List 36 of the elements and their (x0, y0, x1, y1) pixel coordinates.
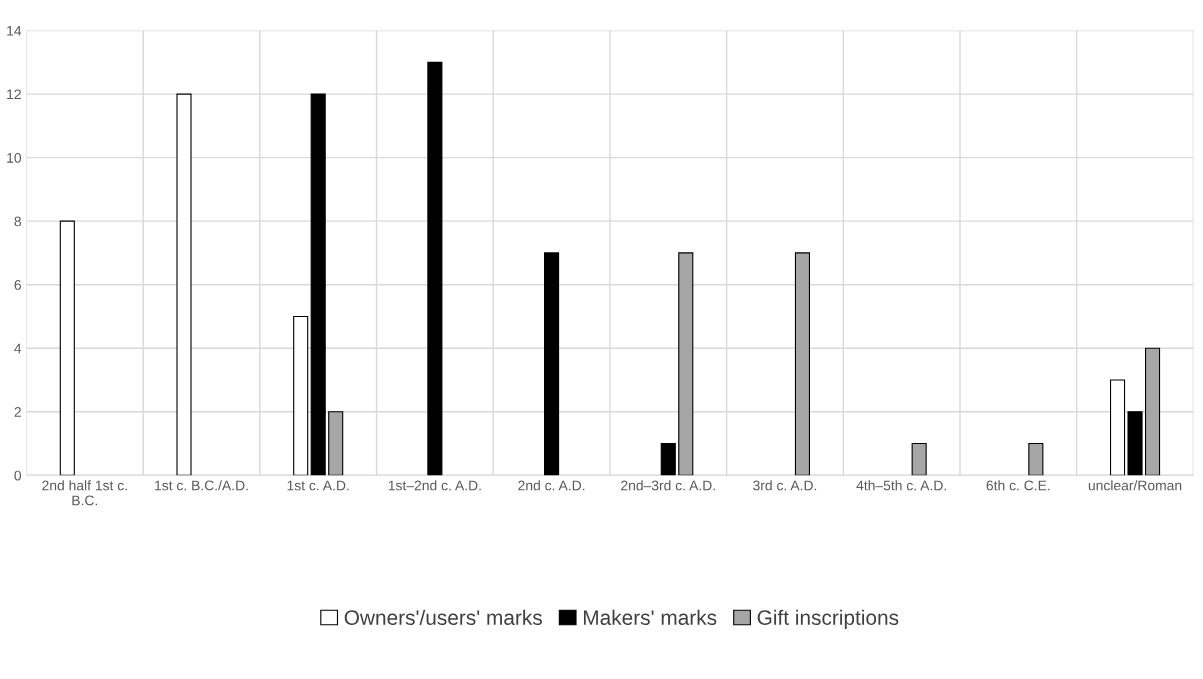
y-tick-label: 4 (14, 343, 22, 354)
bar (1144, 347, 1161, 476)
bar (678, 252, 694, 476)
y-tick-label: 12 (7, 89, 21, 100)
x-tick-label: 3rd c. A.D. (753, 480, 817, 491)
legend-label: Makers' marks (583, 609, 717, 625)
bar (911, 442, 927, 476)
bar (660, 442, 676, 476)
bar (544, 252, 560, 476)
x-tick-label: 2nd c. A.D. (518, 480, 585, 491)
x-tick-label: 1st c. A.D. (287, 480, 349, 491)
x-tick-label: 6th c. C.E. (986, 480, 1050, 491)
y-tick-label: 8 (14, 216, 21, 227)
bar (1028, 442, 1044, 476)
bar (176, 93, 192, 476)
x-tick-label: 2nd half 1st c. B.C. (42, 480, 127, 506)
bar (1109, 379, 1126, 476)
y-tick-label: 2 (14, 407, 21, 417)
bar (1127, 411, 1143, 476)
legend-label: Owners'/users' marks (344, 609, 542, 625)
y-tick-label: 6 (14, 280, 21, 290)
bar (293, 315, 309, 476)
legend-label: Gift inscriptions (757, 609, 899, 630)
bar (427, 61, 443, 476)
y-tick-label: 10 (7, 152, 22, 163)
x-tick-label: 4th–5th c. A.D. (856, 480, 946, 491)
y-tick-label: 0 (14, 470, 22, 481)
bar (328, 411, 344, 476)
bar (59, 220, 75, 476)
x-tick-label: 2nd–3rd c. A.D. (621, 480, 715, 491)
x-tick-label: 1st c. B.C./A.D. (155, 480, 248, 491)
y-tick-label: 14 (7, 26, 22, 36)
x-tick-label: 1st–2nd c. A.D. (388, 480, 481, 491)
bar (310, 93, 326, 476)
x-tick-label: unclear/Roman (1088, 480, 1182, 491)
bar (794, 252, 811, 476)
